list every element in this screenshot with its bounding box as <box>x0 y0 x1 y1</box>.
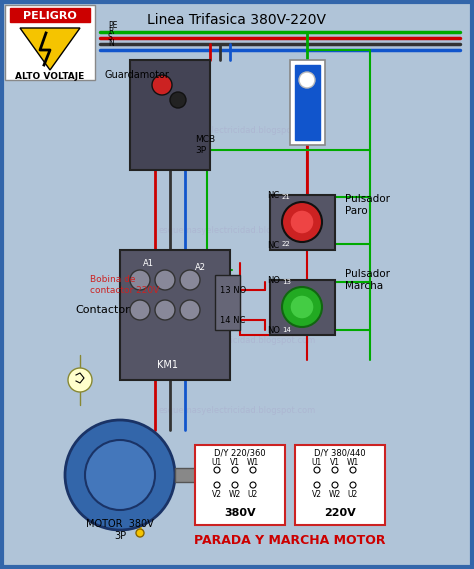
Circle shape <box>85 440 155 510</box>
Text: NC: NC <box>267 241 279 249</box>
Text: U2: U2 <box>248 489 258 498</box>
Text: U1: U1 <box>312 457 322 467</box>
Text: A1: A1 <box>143 258 154 267</box>
Text: ALTO VOLTAJE: ALTO VOLTAJE <box>15 72 85 80</box>
Circle shape <box>350 467 356 473</box>
Circle shape <box>282 287 322 327</box>
Text: W2: W2 <box>329 489 341 498</box>
Text: 21: 21 <box>282 194 291 200</box>
Text: PELIGRO: PELIGRO <box>23 11 77 21</box>
Circle shape <box>232 467 238 473</box>
Bar <box>195 445 285 525</box>
Text: esquemasyelectricidad.blogspot.com: esquemasyelectricidad.blogspot.com <box>158 225 316 234</box>
Text: D/Y 380/440: D/Y 380/440 <box>314 448 366 457</box>
Circle shape <box>155 270 175 290</box>
Bar <box>295 65 320 140</box>
Text: esquemasyelectricidad.blogspot.com: esquemasyelectricidad.blogspot.com <box>158 406 316 414</box>
Circle shape <box>290 295 314 319</box>
Text: V1: V1 <box>330 457 340 467</box>
Text: esquemasyelectricidad.blogspot.com: esquemasyelectricidad.blogspot.com <box>158 336 316 344</box>
Text: U2: U2 <box>348 489 358 498</box>
Text: 22: 22 <box>282 241 291 247</box>
Circle shape <box>232 482 238 488</box>
Circle shape <box>68 368 92 392</box>
Circle shape <box>214 482 220 488</box>
Circle shape <box>332 482 338 488</box>
Text: 13: 13 <box>282 279 291 285</box>
Circle shape <box>130 270 150 290</box>
Text: 13 NO: 13 NO <box>220 286 246 295</box>
Circle shape <box>130 300 150 320</box>
Text: V2: V2 <box>212 489 222 498</box>
Text: D/Y 220/360: D/Y 220/360 <box>214 448 266 457</box>
Circle shape <box>250 467 256 473</box>
Text: NO: NO <box>267 325 280 335</box>
Text: W1: W1 <box>347 457 359 467</box>
Circle shape <box>314 467 320 473</box>
Text: N: N <box>108 39 114 48</box>
Circle shape <box>65 420 175 530</box>
Bar <box>10 8 90 22</box>
Circle shape <box>180 270 200 290</box>
Circle shape <box>155 300 175 320</box>
Polygon shape <box>20 28 80 70</box>
Circle shape <box>152 75 172 95</box>
Text: Guardamotor: Guardamotor <box>105 70 170 80</box>
Text: KM1: KM1 <box>157 360 179 370</box>
Text: 14: 14 <box>282 327 291 333</box>
Text: 380V: 380V <box>224 508 256 518</box>
Text: esquemasyelectricidad.blogspot.com: esquemasyelectricidad.blogspot.com <box>158 126 316 134</box>
Circle shape <box>290 210 314 234</box>
Text: PARADA Y MARCHA MOTOR: PARADA Y MARCHA MOTOR <box>194 534 386 546</box>
Text: V1: V1 <box>230 457 240 467</box>
Bar <box>270 195 335 250</box>
Circle shape <box>214 467 220 473</box>
Circle shape <box>332 467 338 473</box>
Text: W1: W1 <box>247 457 259 467</box>
Bar <box>5 5 95 80</box>
Text: Bobina de
contactor 220V: Bobina de contactor 220V <box>90 275 159 295</box>
Text: U1: U1 <box>212 457 222 467</box>
Bar <box>175 468 210 482</box>
Bar <box>270 280 335 335</box>
Text: W2: W2 <box>229 489 241 498</box>
Circle shape <box>350 482 356 488</box>
Text: S: S <box>108 33 113 42</box>
Circle shape <box>136 529 144 537</box>
Bar <box>215 275 240 330</box>
Text: 220V: 220V <box>324 508 356 518</box>
Text: Pulsador
Paro: Pulsador Paro <box>345 194 390 216</box>
Circle shape <box>180 300 200 320</box>
Text: A2: A2 <box>194 262 206 271</box>
Text: Pulsador
Marcha: Pulsador Marcha <box>345 269 390 291</box>
Circle shape <box>282 202 322 242</box>
Text: MCB
3P: MCB 3P <box>195 135 215 155</box>
Circle shape <box>314 482 320 488</box>
Text: MOTOR  380V
3P: MOTOR 380V 3P <box>86 519 154 541</box>
Text: Linea Trifasica 380V-220V: Linea Trifasica 380V-220V <box>147 13 327 27</box>
Text: Contactor: Contactor <box>75 305 130 315</box>
Circle shape <box>299 72 315 88</box>
Text: R: R <box>108 27 113 36</box>
Bar <box>120 250 230 380</box>
Circle shape <box>170 92 186 108</box>
Text: NO: NO <box>267 275 280 284</box>
Text: V2: V2 <box>312 489 322 498</box>
Bar <box>295 445 385 525</box>
Bar <box>290 60 325 145</box>
Text: PE: PE <box>108 21 118 30</box>
Circle shape <box>250 482 256 488</box>
Text: 14 NC: 14 NC <box>220 315 246 324</box>
Text: NC: NC <box>267 191 279 200</box>
Bar <box>130 60 210 170</box>
